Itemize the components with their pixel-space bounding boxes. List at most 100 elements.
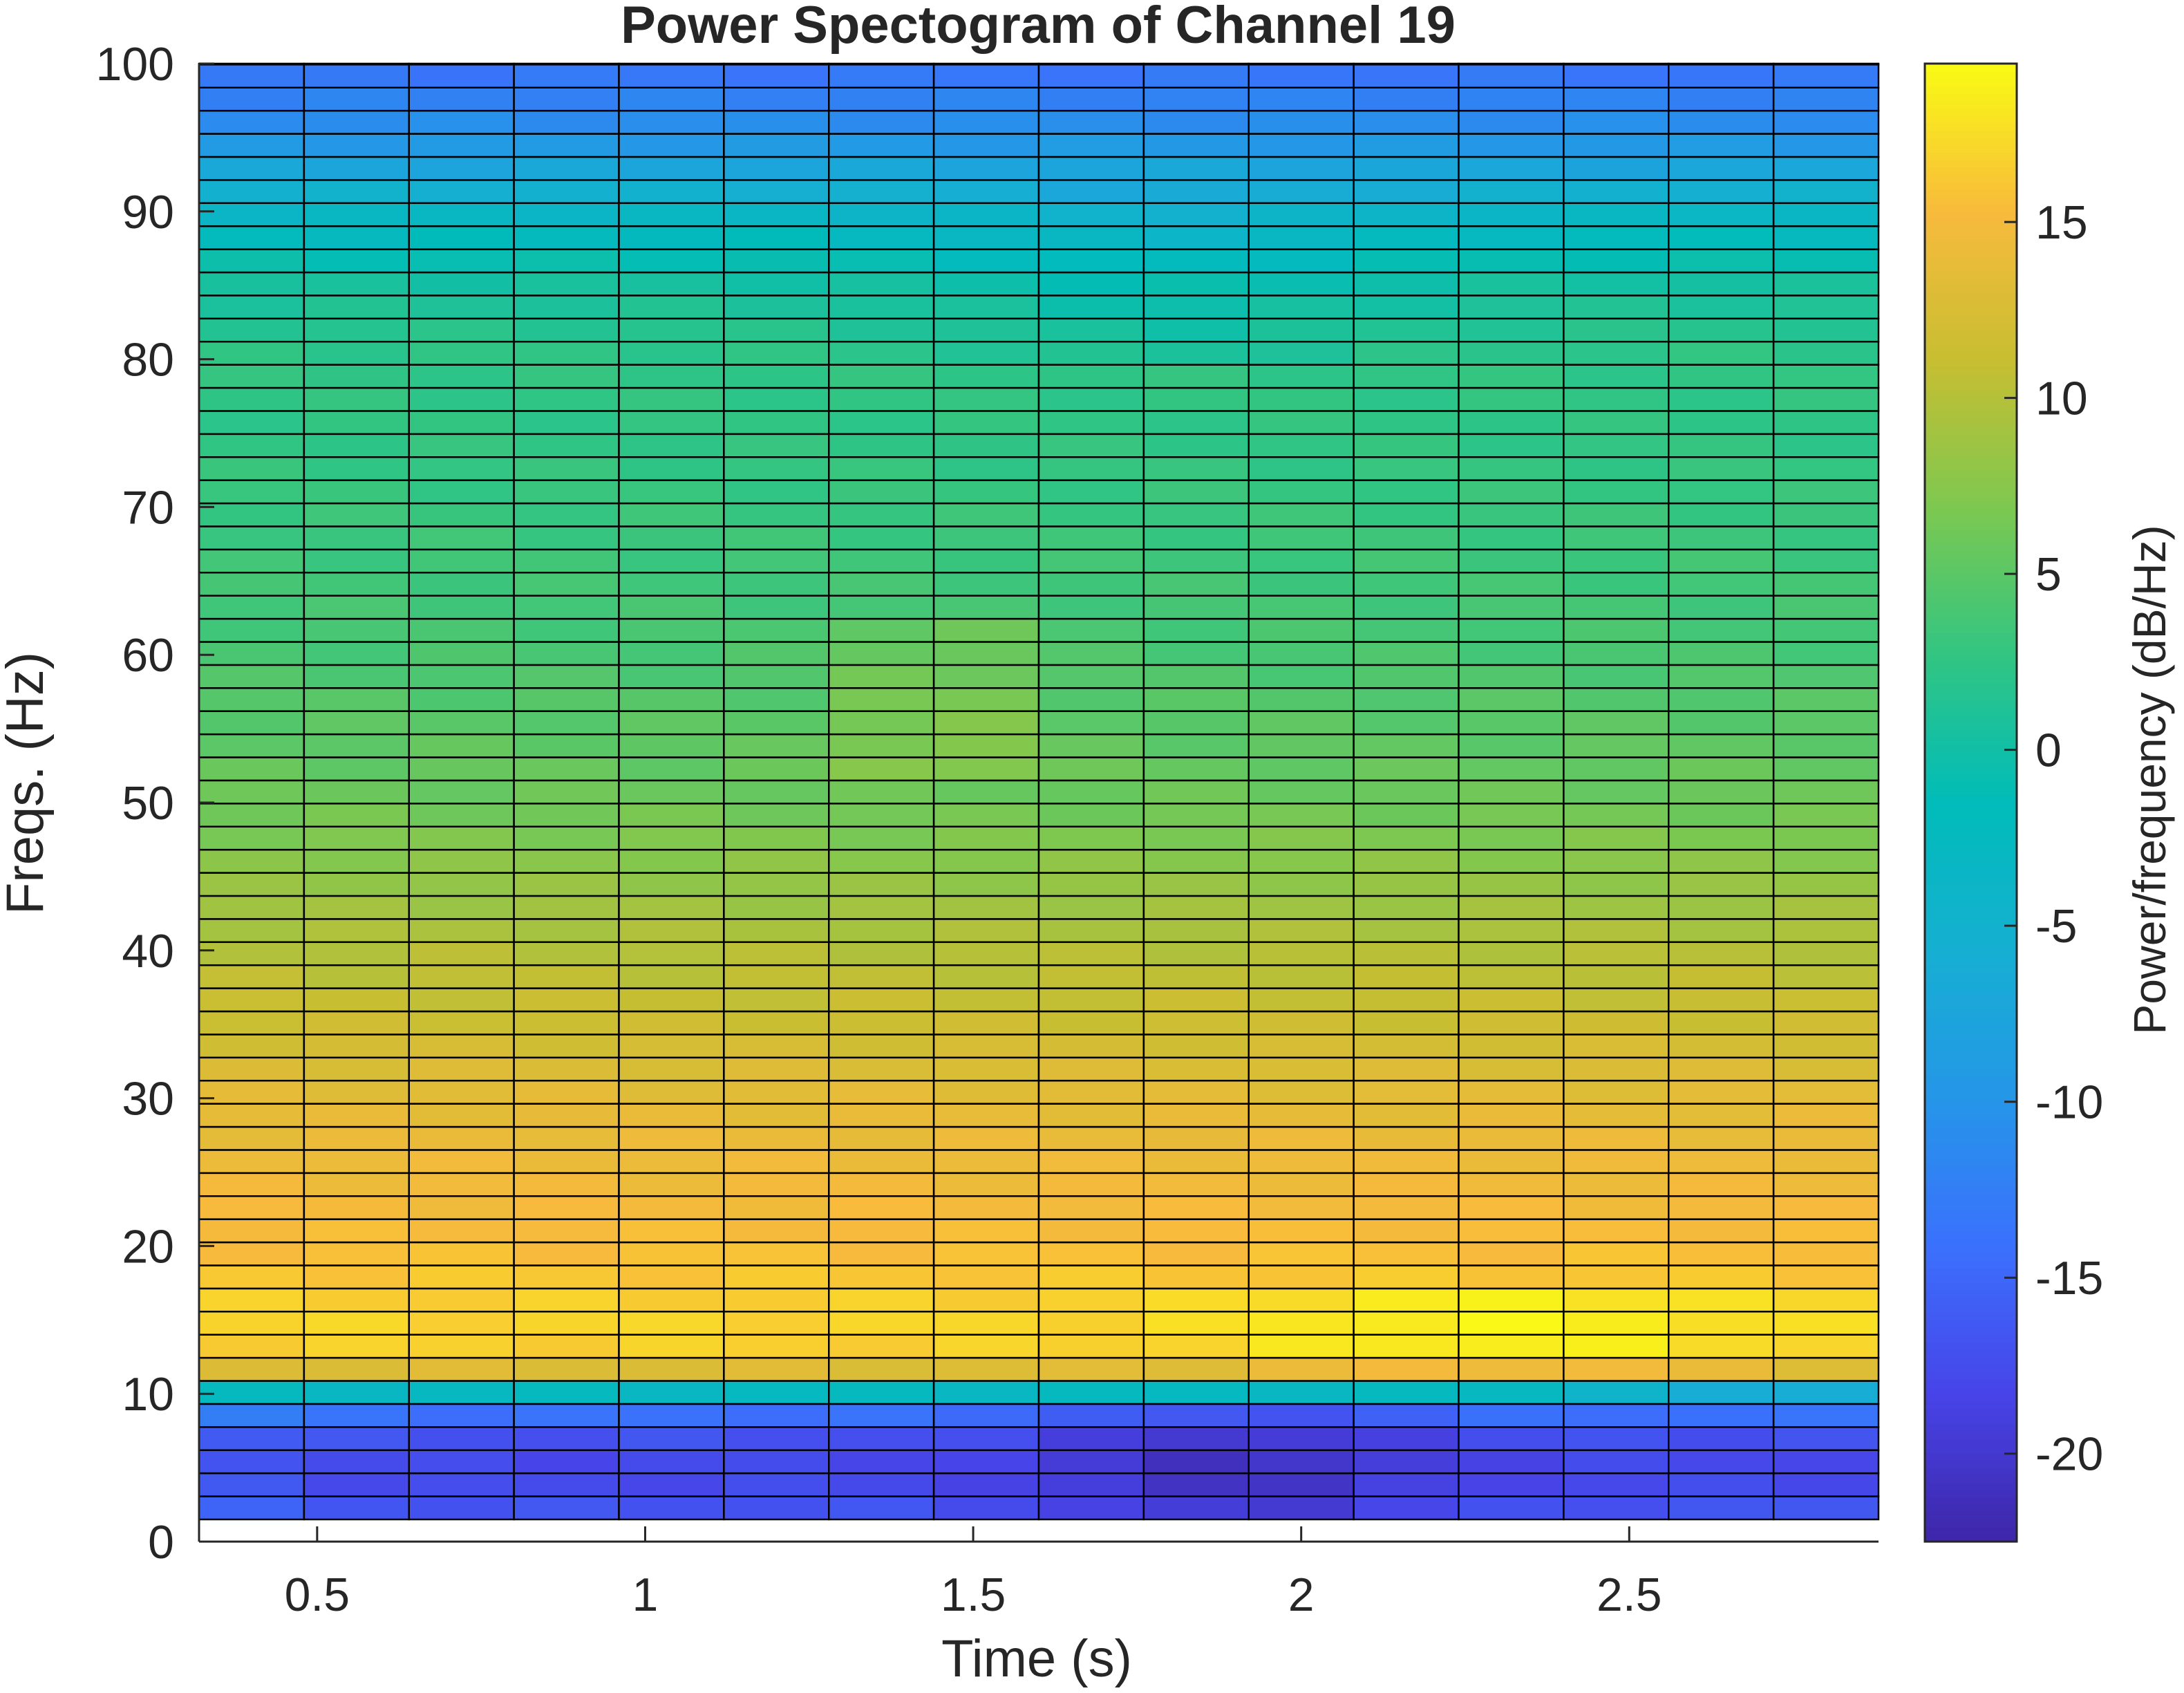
heatmap-cell (1668, 156, 1775, 181)
heatmap-cell (723, 202, 830, 227)
heatmap-cell (408, 248, 515, 274)
heatmap-cell (618, 271, 725, 297)
heatmap-cell (1458, 64, 1565, 88)
heatmap-cell (1353, 595, 1460, 620)
heatmap-cell (513, 1241, 620, 1266)
heatmap-cell (1668, 1403, 1775, 1428)
heatmap-cell (513, 803, 620, 827)
heatmap-cell (1037, 1287, 1145, 1313)
heatmap-cell (1142, 156, 1250, 181)
heatmap-cell (513, 1079, 620, 1105)
heatmap-cell (303, 710, 410, 736)
colorbar-segment (1925, 898, 2017, 907)
heatmap-cell (1353, 340, 1460, 366)
colorbar-segment (1925, 1482, 2017, 1490)
heatmap-cell (408, 617, 515, 643)
heatmap-cell (1353, 779, 1460, 805)
colorbar-segment (1925, 883, 2017, 892)
heatmap-cell (1248, 1103, 1355, 1128)
heatmap-cell (828, 86, 935, 112)
heatmap-cell (408, 1334, 515, 1359)
heatmap-cell (1563, 710, 1670, 736)
heatmap-cell (303, 964, 410, 989)
heatmap-cell (1772, 1334, 1880, 1359)
heatmap-cell (1142, 1125, 1250, 1151)
heatmap-cell (1563, 1241, 1670, 1266)
heatmap-cell (303, 109, 410, 135)
heatmap-cell (932, 271, 1040, 297)
heatmap-cell (198, 710, 305, 736)
heatmap-cell (1248, 1033, 1355, 1059)
colorbar-segment (1925, 373, 2017, 382)
heatmap-cell (1353, 86, 1460, 112)
heatmap-cell (723, 1264, 830, 1290)
heatmap-cell (618, 179, 725, 205)
heatmap-cell (1248, 756, 1355, 782)
heatmap-cell (1563, 86, 1670, 112)
heatmap-cell (1563, 109, 1670, 135)
heatmap-cell (303, 1195, 410, 1220)
heatmap-cell (932, 572, 1040, 597)
colorbar-segment (1925, 1083, 2017, 1092)
heatmap-cell (1772, 179, 1880, 205)
heatmap-cell (1458, 803, 1565, 827)
heatmap-cell (1668, 225, 1775, 250)
heatmap-cell (618, 1103, 725, 1128)
heatmap-cell (723, 825, 830, 851)
heatmap-cell (828, 572, 935, 597)
heatmap-cell (1248, 502, 1355, 527)
heatmap-cell (1772, 386, 1880, 412)
heatmap-cell (1458, 1079, 1565, 1105)
heatmap-cell (408, 410, 515, 436)
heatmap-cell (408, 1149, 515, 1175)
heatmap-cell (828, 156, 935, 181)
heatmap-cell (723, 1010, 830, 1036)
heatmap-cell (932, 1287, 1040, 1313)
heatmap-cell (828, 848, 935, 874)
heatmap-cell (723, 1218, 830, 1244)
heatmap-cell (828, 987, 935, 1013)
heatmap-cell (1458, 202, 1565, 227)
colorbar-segment (1925, 366, 2017, 375)
heatmap-cell (198, 317, 305, 343)
heatmap-cell (828, 687, 935, 712)
heatmap-cell (1668, 525, 1775, 551)
heatmap-cell (1142, 1426, 1250, 1451)
heatmap-cell (828, 710, 935, 736)
heatmap-cell (1353, 1426, 1460, 1451)
heatmap-cell (408, 525, 515, 551)
heatmap-cell (1353, 1356, 1460, 1382)
heatmap-cell (1142, 641, 1250, 666)
heatmap-cell (303, 1149, 410, 1175)
heatmap-cell (513, 1010, 620, 1036)
heatmap-cell (303, 156, 410, 181)
heatmap-cell (1142, 386, 1250, 412)
heatmap-cell (513, 1056, 620, 1082)
heatmap-cell (1563, 386, 1670, 412)
colorbar-segment (1925, 1253, 2017, 1262)
colorbar-segment (1925, 1009, 2017, 1018)
colorbar-segment (1925, 521, 2017, 530)
heatmap-cell (408, 1079, 515, 1105)
colorbar-segment (1925, 729, 2017, 737)
heatmap-cell (1458, 641, 1565, 666)
heatmap-cell (303, 1426, 410, 1451)
heatmap-cell (1772, 1241, 1880, 1266)
heatmap-cell (1248, 595, 1355, 620)
heatmap-cell (932, 1079, 1040, 1105)
colorbar-segment (1925, 551, 2017, 560)
heatmap-cell (1458, 1218, 1565, 1244)
heatmap-cell (1668, 1149, 1775, 1175)
heatmap-cell (1563, 895, 1670, 920)
heatmap-cell (1248, 456, 1355, 481)
heatmap-cell (1037, 1079, 1145, 1105)
heatmap-cell (513, 595, 620, 620)
heatmap-cell (408, 479, 515, 505)
colorbar-segment (1925, 610, 2017, 619)
colorbar-segment (1925, 943, 2017, 951)
heatmap-cell (198, 1218, 305, 1244)
heatmap-cell (1668, 1472, 1775, 1497)
heatmap-cell (513, 918, 620, 944)
heatmap-cell (1563, 479, 1670, 505)
colorbar-segment (1925, 581, 2017, 589)
